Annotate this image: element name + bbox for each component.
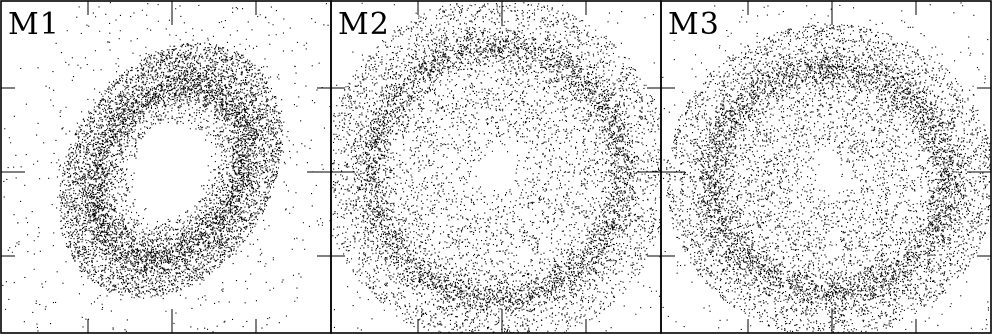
panel-m2: M2	[330, 0, 662, 334]
panel-frame	[660, 0, 992, 334]
panel-frame	[330, 0, 662, 334]
particle-points	[662, 2, 991, 333]
panel-frame	[0, 0, 332, 334]
scatter-plot-m1	[0, 0, 332, 334]
panel-m3: M3	[660, 0, 992, 334]
panel-label-m1: M1	[6, 7, 62, 42]
panel-label-m2: M2	[336, 7, 392, 42]
panel-m1: M1	[0, 0, 332, 334]
particle-points	[332, 2, 662, 334]
panel-label-m3: M3	[666, 7, 722, 42]
scatter-plot-m3	[660, 0, 992, 334]
particle-points	[2, 2, 331, 333]
scatter-plot-m2	[330, 0, 662, 334]
